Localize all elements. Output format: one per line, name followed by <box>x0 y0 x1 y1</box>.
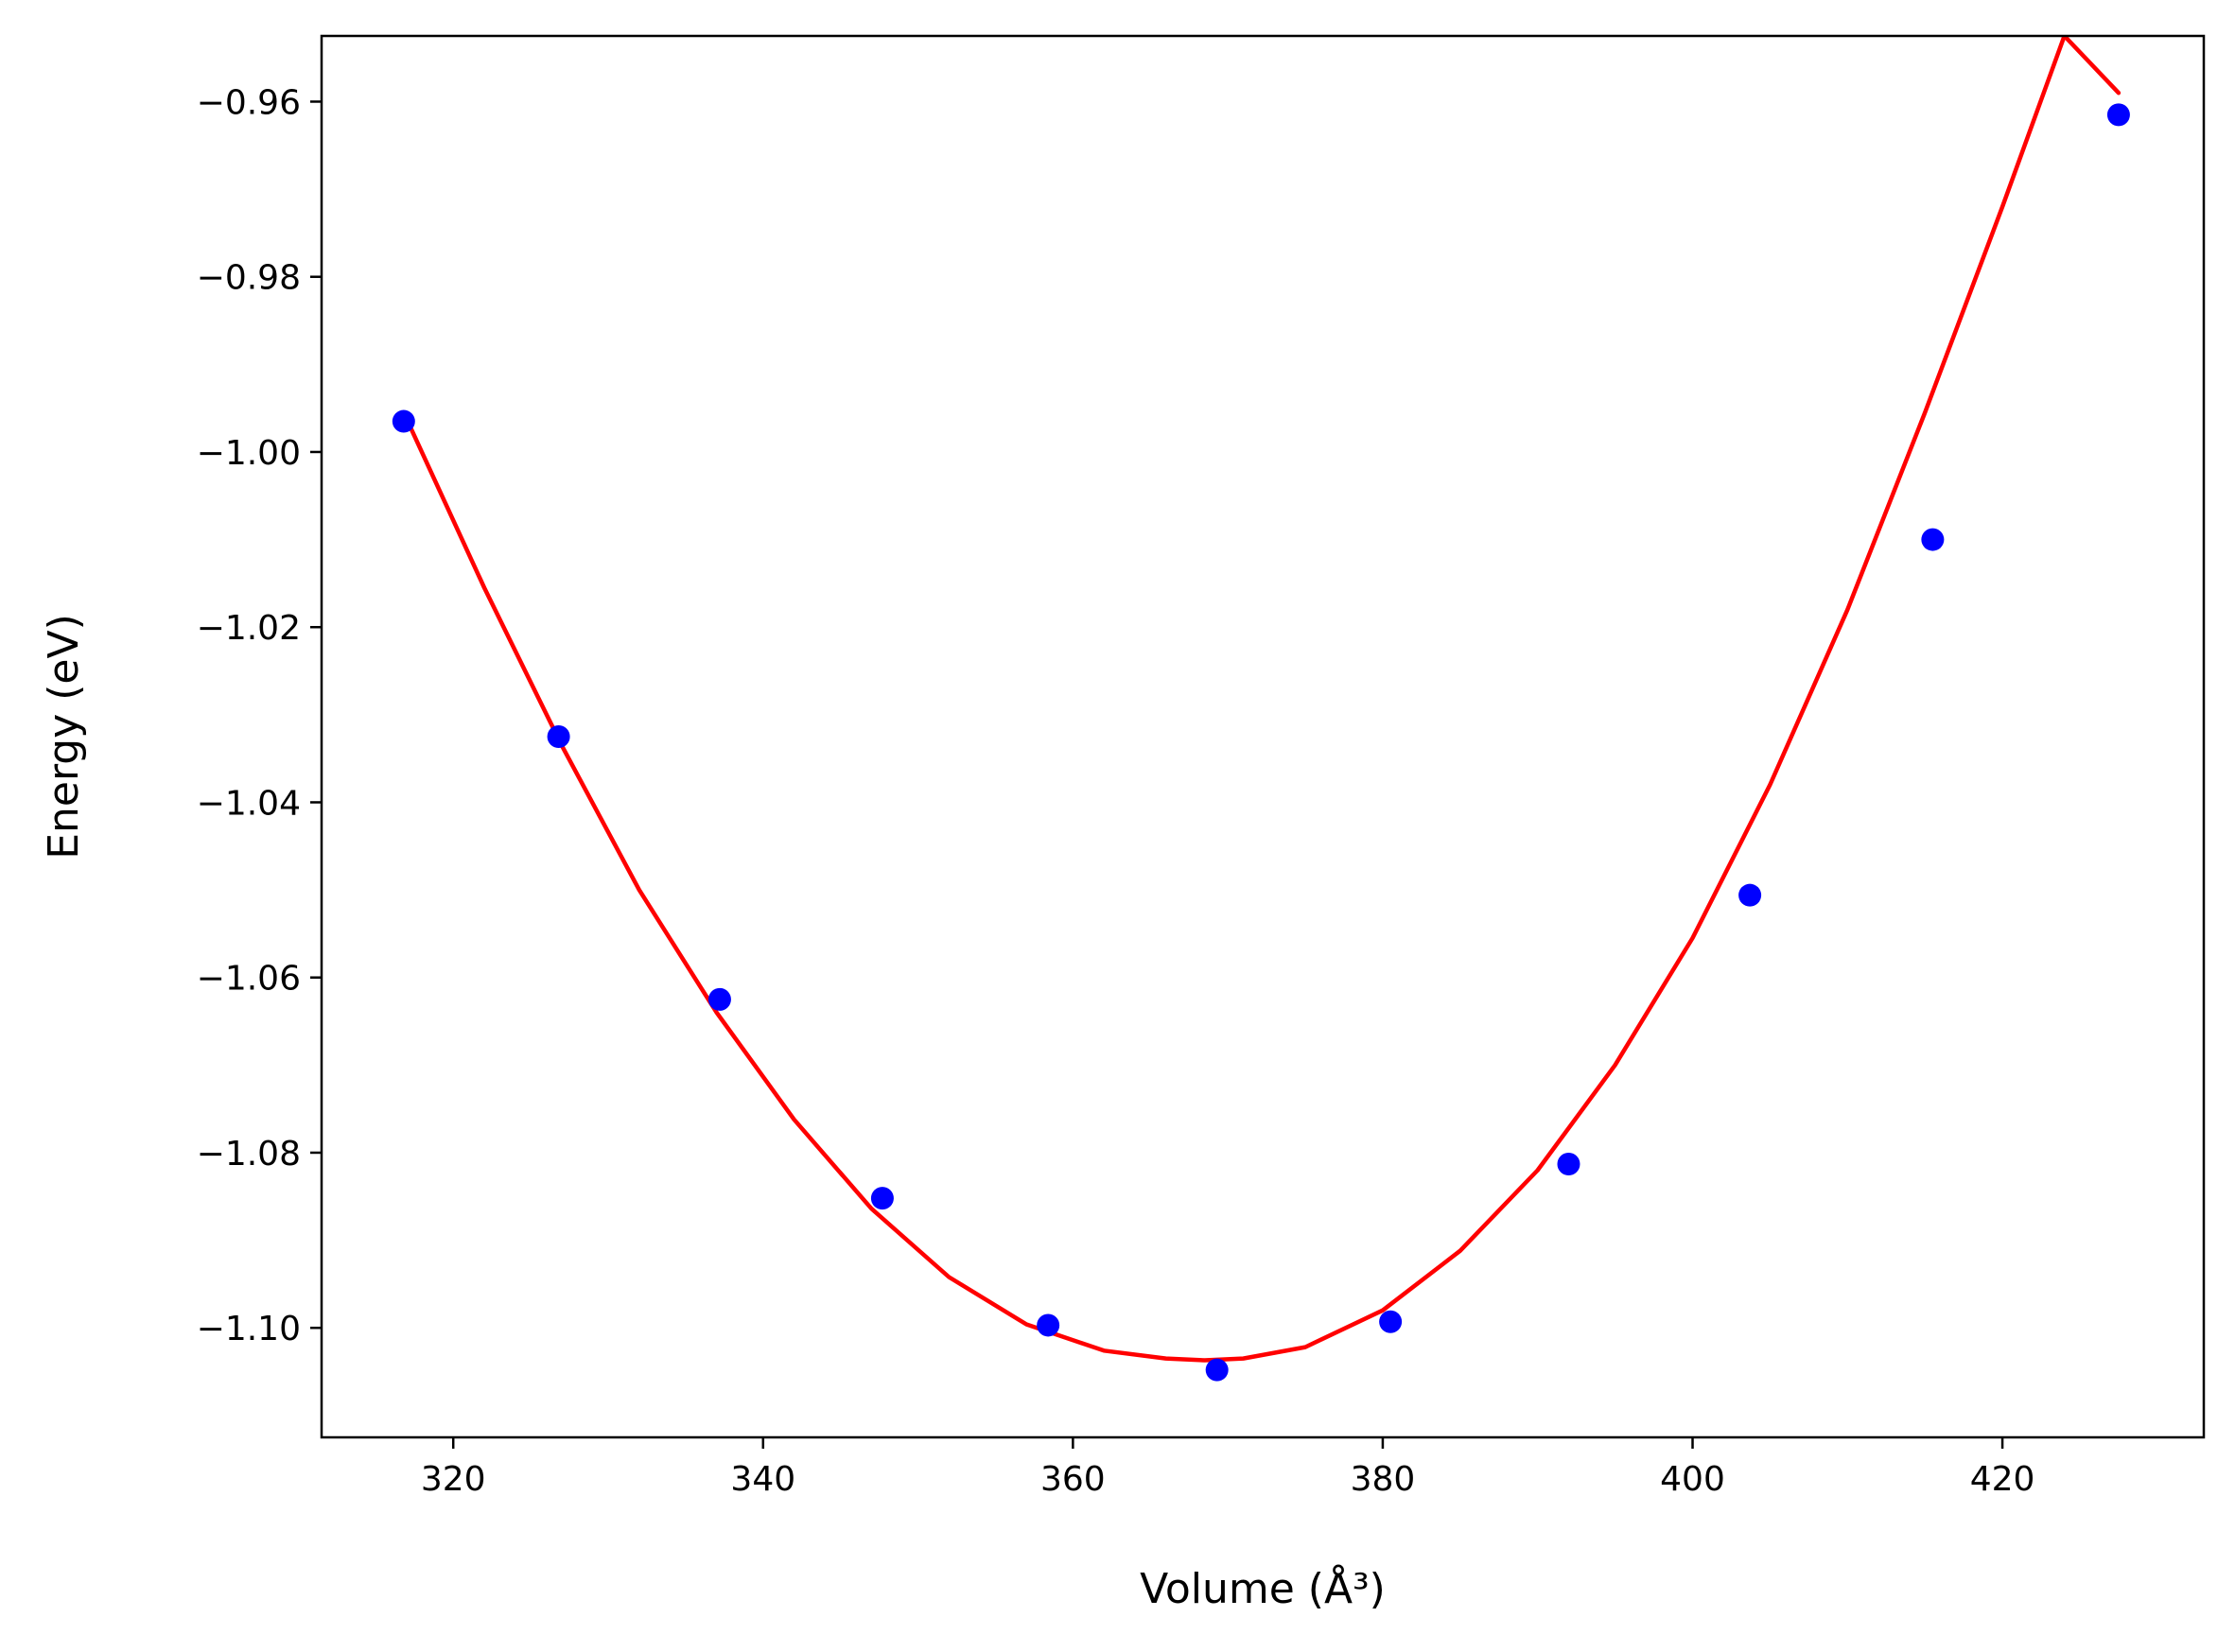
x-tick-label: 360 <box>1040 1460 1106 1499</box>
data-point <box>547 725 570 748</box>
data-point <box>1205 1358 1229 1382</box>
y-tick-label: −0.96 <box>197 83 301 122</box>
x-axis-label: Volume (Å³) <box>1140 1563 1386 1613</box>
fit-curve-line <box>401 36 2122 1363</box>
data-point <box>1037 1313 1060 1337</box>
y-tick-label: −1.08 <box>197 1135 301 1174</box>
y-tick-label: −1.10 <box>197 1310 301 1348</box>
y-tick-label: −1.00 <box>197 434 301 473</box>
y-axis-label: Energy (eV) <box>40 614 88 860</box>
data-point <box>1921 528 1945 551</box>
x-tick-label: 420 <box>1970 1460 2035 1499</box>
plot-frame <box>320 34 2206 1439</box>
data-point <box>1379 1310 1403 1333</box>
data-point <box>870 1187 894 1210</box>
data-point <box>1557 1153 1580 1176</box>
data-point <box>707 987 731 1011</box>
data-point <box>392 409 415 433</box>
data-point <box>2106 103 2130 127</box>
y-tick-label: −1.02 <box>197 609 301 648</box>
y-tick-label: −0.98 <box>197 259 301 298</box>
y-axis-ticks: −1.10 −1.08 −1.06 −1.04 −1.02 −1.00 −0.98 −0.96 <box>197 83 322 1348</box>
x-axis-ticks: 320 340 360 380 400 420 <box>421 1437 2035 1499</box>
plot-area <box>392 36 2130 1382</box>
x-tick-label: 340 <box>730 1460 795 1499</box>
y-tick-label: −1.06 <box>197 960 301 999</box>
x-tick-label: 400 <box>1660 1460 1725 1499</box>
y-tick-label: −1.04 <box>197 784 301 823</box>
x-tick-label: 380 <box>1351 1460 1416 1499</box>
data-point <box>1738 883 1762 907</box>
x-tick-label: 320 <box>421 1460 486 1499</box>
